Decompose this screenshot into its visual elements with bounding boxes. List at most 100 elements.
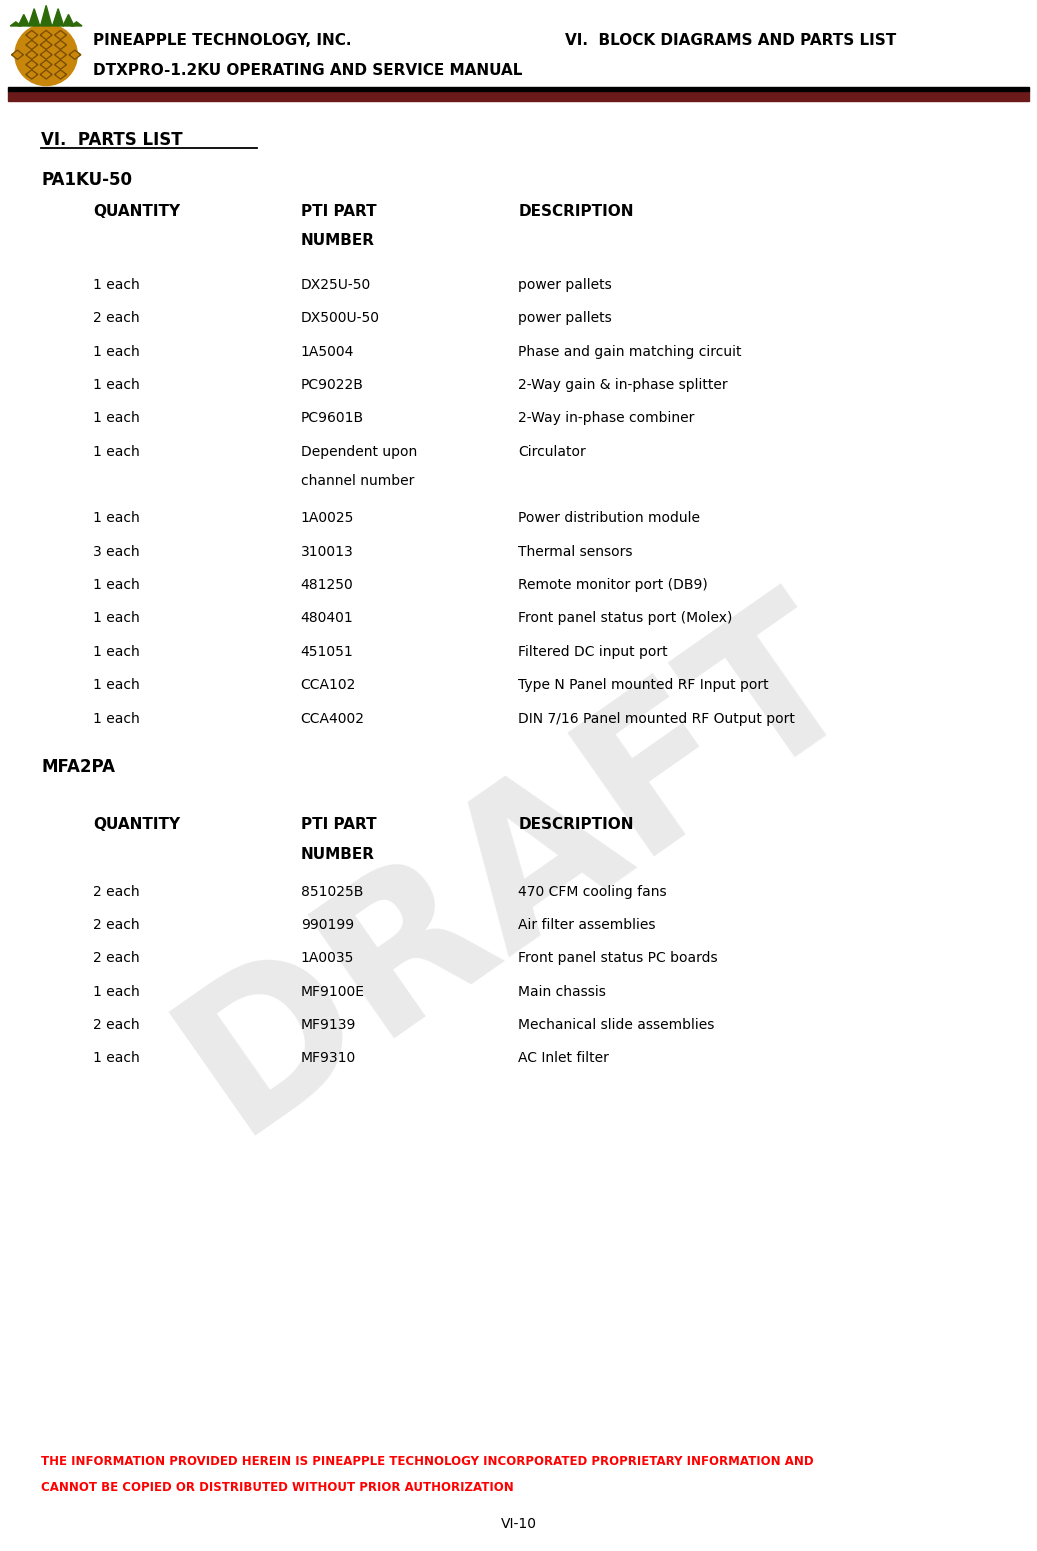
Text: Power distribution module: Power distribution module: [518, 512, 701, 526]
Polygon shape: [72, 51, 79, 57]
Polygon shape: [43, 51, 50, 57]
Text: DRAFT: DRAFT: [146, 566, 891, 1171]
Polygon shape: [55, 31, 66, 39]
Polygon shape: [40, 60, 52, 70]
Text: 480401: 480401: [301, 611, 354, 625]
Text: THE INFORMATION PROVIDED HEREIN IS PINEAPPLE TECHNOLOGY INCORPORATED PROPRIETARY: THE INFORMATION PROVIDED HEREIN IS PINEA…: [41, 1455, 814, 1467]
Text: 2-Way in-phase combiner: 2-Way in-phase combiner: [518, 411, 695, 425]
Text: PINEAPPLE TECHNOLOGY, INC.: PINEAPPLE TECHNOLOGY, INC.: [93, 33, 352, 48]
Polygon shape: [26, 40, 37, 50]
Ellipse shape: [15, 23, 78, 85]
Text: 2 each: 2 each: [93, 918, 140, 932]
Text: VI-10: VI-10: [501, 1517, 536, 1531]
Text: DESCRIPTION: DESCRIPTION: [518, 203, 634, 219]
Text: 1 each: 1 each: [93, 645, 140, 659]
Text: 2 each: 2 each: [93, 1017, 140, 1031]
Text: 1 each: 1 each: [93, 445, 140, 459]
Text: Mechanical slide assemblies: Mechanical slide assemblies: [518, 1017, 714, 1031]
Text: power pallets: power pallets: [518, 312, 612, 326]
Text: PTI PART: PTI PART: [301, 203, 376, 219]
Polygon shape: [13, 51, 21, 57]
Text: PC9022B: PC9022B: [301, 378, 364, 392]
Text: 2 each: 2 each: [93, 312, 140, 326]
Text: MF9310: MF9310: [301, 1052, 356, 1066]
Polygon shape: [68, 50, 81, 59]
Text: 481250: 481250: [301, 579, 354, 592]
Polygon shape: [28, 62, 35, 68]
Polygon shape: [28, 33, 35, 37]
Text: Main chassis: Main chassis: [518, 985, 607, 999]
Text: 1 each: 1 each: [93, 512, 140, 526]
Text: 2 each: 2 each: [93, 884, 140, 898]
Text: MFA2PA: MFA2PA: [41, 758, 115, 776]
Text: PC9601B: PC9601B: [301, 411, 364, 425]
Polygon shape: [28, 51, 35, 57]
Text: 1A0035: 1A0035: [301, 951, 354, 965]
Polygon shape: [57, 42, 64, 48]
Text: Front panel status PC boards: Front panel status PC boards: [518, 951, 719, 965]
Polygon shape: [71, 22, 82, 26]
Polygon shape: [55, 70, 66, 79]
Text: Air filter assemblies: Air filter assemblies: [518, 918, 656, 932]
Text: Remote monitor port (DB9): Remote monitor port (DB9): [518, 579, 708, 592]
Text: 451051: 451051: [301, 645, 354, 659]
Text: 1 each: 1 each: [93, 611, 140, 625]
Polygon shape: [40, 5, 52, 26]
Text: VI.  BLOCK DIAGRAMS AND PARTS LIST: VI. BLOCK DIAGRAMS AND PARTS LIST: [565, 33, 896, 48]
Polygon shape: [26, 60, 37, 70]
Text: 1A5004: 1A5004: [301, 344, 354, 358]
Text: MF9139: MF9139: [301, 1017, 356, 1031]
Text: QUANTITY: QUANTITY: [93, 817, 180, 833]
Bar: [8, 90, 1029, 101]
Polygon shape: [57, 62, 64, 68]
Polygon shape: [57, 33, 64, 37]
Text: 2-Way gain & in-phase splitter: 2-Way gain & in-phase splitter: [518, 378, 728, 392]
Text: CCA4002: CCA4002: [301, 712, 365, 726]
Text: DX500U-50: DX500U-50: [301, 312, 380, 326]
Polygon shape: [55, 60, 66, 70]
Text: Front panel status port (Molex): Front panel status port (Molex): [518, 611, 733, 625]
Polygon shape: [43, 71, 50, 78]
Polygon shape: [26, 70, 37, 79]
Polygon shape: [28, 42, 35, 48]
Bar: [8, 87, 1029, 90]
Text: DESCRIPTION: DESCRIPTION: [518, 817, 634, 833]
Text: Dependent upon: Dependent upon: [301, 445, 417, 459]
Text: 1 each: 1 each: [93, 579, 140, 592]
Text: 310013: 310013: [301, 544, 354, 558]
Polygon shape: [43, 33, 50, 37]
Polygon shape: [40, 70, 52, 79]
Text: 1A0025: 1A0025: [301, 512, 354, 526]
Text: 1 each: 1 each: [93, 712, 140, 726]
Polygon shape: [55, 40, 66, 50]
Text: 1 each: 1 each: [93, 985, 140, 999]
Polygon shape: [29, 9, 39, 26]
Text: 1 each: 1 each: [93, 1052, 140, 1066]
Text: Thermal sensors: Thermal sensors: [518, 544, 633, 558]
Text: 1 each: 1 each: [93, 378, 140, 392]
Text: 1 each: 1 each: [93, 344, 140, 358]
Text: 1 each: 1 each: [93, 411, 140, 425]
Text: MF9100E: MF9100E: [301, 985, 365, 999]
Text: 990199: 990199: [301, 918, 354, 932]
Text: CANNOT BE COPIED OR DISTRIBUTED WITHOUT PRIOR AUTHORIZATION: CANNOT BE COPIED OR DISTRIBUTED WITHOUT …: [41, 1481, 514, 1494]
Text: 1 each: 1 each: [93, 278, 140, 292]
Text: channel number: channel number: [301, 475, 414, 489]
Text: VI.  PARTS LIST: VI. PARTS LIST: [41, 132, 184, 149]
Polygon shape: [28, 71, 35, 78]
Polygon shape: [11, 50, 24, 59]
Text: PTI PART: PTI PART: [301, 817, 376, 833]
Text: 3 each: 3 each: [93, 544, 140, 558]
Polygon shape: [43, 42, 50, 48]
Polygon shape: [40, 31, 52, 39]
Text: PA1KU-50: PA1KU-50: [41, 172, 133, 189]
Polygon shape: [26, 31, 37, 39]
Polygon shape: [26, 50, 37, 59]
Text: Circulator: Circulator: [518, 445, 586, 459]
Text: Type N Panel mounted RF Input port: Type N Panel mounted RF Input port: [518, 678, 769, 692]
Text: 851025B: 851025B: [301, 884, 363, 898]
Polygon shape: [10, 22, 22, 26]
Text: Phase and gain matching circuit: Phase and gain matching circuit: [518, 344, 742, 358]
Polygon shape: [43, 62, 50, 68]
Polygon shape: [57, 51, 64, 57]
